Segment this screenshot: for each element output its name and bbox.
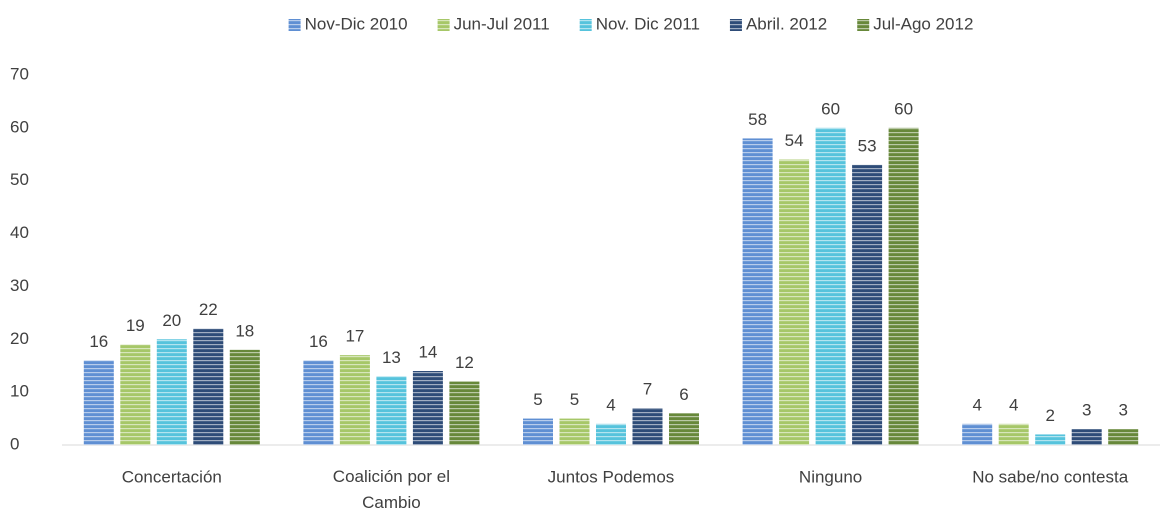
data-label: 3 — [1118, 401, 1127, 420]
data-label: 5 — [570, 390, 579, 409]
data-label: 18 — [235, 321, 254, 340]
bar — [193, 328, 224, 445]
data-label: 17 — [345, 327, 364, 346]
legend-label: Nov-Dic 2010 — [305, 14, 408, 33]
bar — [742, 138, 773, 445]
bar — [120, 344, 151, 445]
data-label: 13 — [382, 348, 401, 367]
bar — [632, 408, 663, 445]
bar — [1071, 429, 1102, 445]
data-label: 60 — [894, 99, 913, 118]
bar — [998, 423, 1029, 445]
bar — [229, 349, 260, 445]
legend-swatch — [729, 19, 742, 31]
y-tick-label: 10 — [10, 382, 29, 401]
legend-label: Abril. 2012 — [746, 14, 827, 33]
y-tick-label: 60 — [10, 117, 29, 136]
legend-label: Jun-Jul 2011 — [454, 14, 550, 33]
x-tick-label: Concertación — [122, 467, 222, 486]
y-tick-label: 20 — [10, 329, 29, 348]
data-label: 19 — [126, 316, 145, 335]
data-label: 5 — [533, 390, 542, 409]
bar — [303, 360, 334, 445]
data-label: 22 — [199, 300, 218, 319]
bar — [669, 413, 699, 445]
bar — [1035, 434, 1066, 445]
bar — [449, 381, 480, 445]
data-label: 14 — [418, 342, 437, 361]
bar — [83, 360, 114, 445]
bar — [156, 339, 187, 445]
data-label: 7 — [643, 379, 652, 398]
bar — [1108, 429, 1139, 445]
y-tick-label: 50 — [10, 170, 29, 189]
x-tick-label: Coalición por el Cambio — [333, 467, 450, 512]
x-tick-label: No sabe/no contesta — [972, 467, 1128, 486]
data-label: 54 — [785, 131, 804, 150]
data-label: 4 — [1009, 395, 1018, 414]
legend-swatch — [579, 19, 592, 31]
bar — [596, 423, 626, 445]
data-label: 60 — [821, 99, 840, 118]
y-tick-label: 40 — [10, 223, 29, 242]
data-label: 20 — [162, 311, 181, 330]
bar — [339, 355, 370, 445]
legend-swatch — [288, 19, 301, 31]
bar — [815, 127, 846, 445]
bar — [852, 164, 883, 445]
data-label: 53 — [858, 136, 877, 155]
y-tick-label: 0 — [10, 434, 19, 453]
bar — [888, 127, 919, 445]
data-label: 4 — [972, 395, 981, 414]
data-label: 4 — [606, 395, 615, 414]
bar — [412, 371, 443, 445]
legend-swatch — [857, 19, 870, 31]
legend-label: Jul-Ago 2012 — [873, 14, 973, 33]
bar — [559, 418, 590, 445]
data-label: 16 — [309, 332, 328, 351]
legend: Nov-Dic 2010 Jun-Jul 2011 Nov. Dic 2011 Abr… — [288, 14, 973, 33]
data-label: 58 — [748, 110, 767, 129]
bar — [376, 376, 407, 445]
bar — [523, 418, 553, 445]
bar — [962, 423, 993, 445]
data-label: 6 — [679, 385, 688, 404]
legend-swatch — [437, 19, 450, 31]
x-tick-label: Ninguno — [799, 467, 862, 486]
legend-label: Nov. Dic 2011 — [596, 14, 700, 33]
data-label: 16 — [89, 332, 108, 351]
data-label: 2 — [1045, 406, 1054, 425]
y-tick-label: 70 — [10, 64, 29, 83]
data-label: 12 — [455, 353, 474, 372]
bar — [779, 159, 810, 446]
data-label: 3 — [1082, 401, 1091, 420]
y-tick-label: 30 — [10, 276, 29, 295]
x-tick-label: Juntos Podemos — [548, 467, 675, 486]
